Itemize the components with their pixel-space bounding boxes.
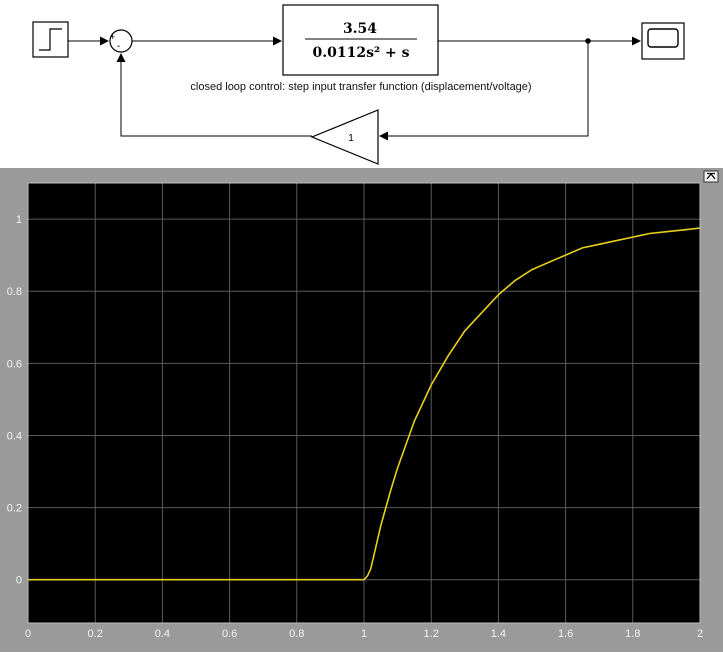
x-tick-label: 1 bbox=[361, 628, 367, 640]
plot-border bbox=[27, 182, 701, 624]
y-tick-label: 0.4 bbox=[7, 430, 22, 442]
signal-lines bbox=[68, 36, 641, 141]
x-tick-label: 1.8 bbox=[625, 628, 640, 640]
gain-value: 1 bbox=[348, 133, 354, 144]
scope-block[interactable] bbox=[641, 22, 685, 60]
transfer-function-block[interactable]: 3.54 0.0112s² + s bbox=[282, 4, 439, 76]
x-tick-label: 0.4 bbox=[155, 628, 170, 640]
scope-icon bbox=[647, 28, 679, 48]
restore-view-button[interactable] bbox=[703, 170, 719, 183]
y-tick-label: 1 bbox=[16, 214, 22, 226]
y-tick-label: 0 bbox=[16, 575, 22, 587]
sum-plus-sign: + bbox=[110, 32, 115, 42]
y-tick-label: 0.8 bbox=[7, 286, 22, 298]
scope-plot: 0 0.2 0.4 0.6 0.8 1 1.2 1.4 1.6 1.8 2 0 0.2 0.4 0.6 0.… bbox=[7, 170, 719, 640]
sum-minus-sign: - bbox=[117, 41, 120, 52]
diagram-caption: closed loop control: step input transfer… bbox=[190, 81, 531, 93]
y-tick-labels: 0 0.2 0.4 0.6 0.8 1 bbox=[7, 214, 22, 587]
step-source-icon bbox=[39, 28, 62, 51]
y-tick-label: 0.6 bbox=[7, 358, 22, 370]
x-tick-labels: 0 0.2 0.4 0.6 0.8 1 1.2 1.4 1.6 1.8 2 bbox=[25, 628, 703, 640]
y-tick-label: 0.2 bbox=[7, 503, 22, 515]
x-tick-label: 1.6 bbox=[558, 628, 573, 640]
x-tick-label: 0.2 bbox=[88, 628, 103, 640]
x-tick-label: 0 bbox=[25, 628, 31, 640]
sum-junction[interactable]: + - bbox=[109, 29, 133, 53]
x-tick-label: 1.2 bbox=[424, 628, 439, 640]
feedback-gain-block[interactable]: 1 bbox=[310, 109, 379, 165]
x-tick-label: 0.6 bbox=[222, 628, 237, 640]
simulink-block-diagram: + - 3.54 0.0112s² + s 1 closed loop cont… bbox=[32, 4, 685, 165]
branch-point bbox=[585, 38, 591, 44]
restore-view-icon bbox=[706, 172, 716, 180]
x-tick-label: 1.4 bbox=[491, 628, 506, 640]
tf-numerator: 3.54 bbox=[343, 21, 377, 37]
step-source-block[interactable] bbox=[32, 21, 69, 58]
response-trace bbox=[28, 227, 701, 581]
grid-lines bbox=[28, 183, 700, 623]
x-tick-label: 2 bbox=[697, 628, 703, 640]
transfer-fcn-icon bbox=[282, 4, 439, 76]
scope-window: 0 0.2 0.4 0.6 0.8 1 1.2 1.4 1.6 1.8 2 0 0.2 0.4 0.6 0.… bbox=[0, 168, 723, 652]
gain-icon bbox=[310, 109, 379, 165]
x-tick-label: 0.8 bbox=[289, 628, 304, 640]
tf-denominator: 0.0112s² + s bbox=[313, 45, 410, 61]
